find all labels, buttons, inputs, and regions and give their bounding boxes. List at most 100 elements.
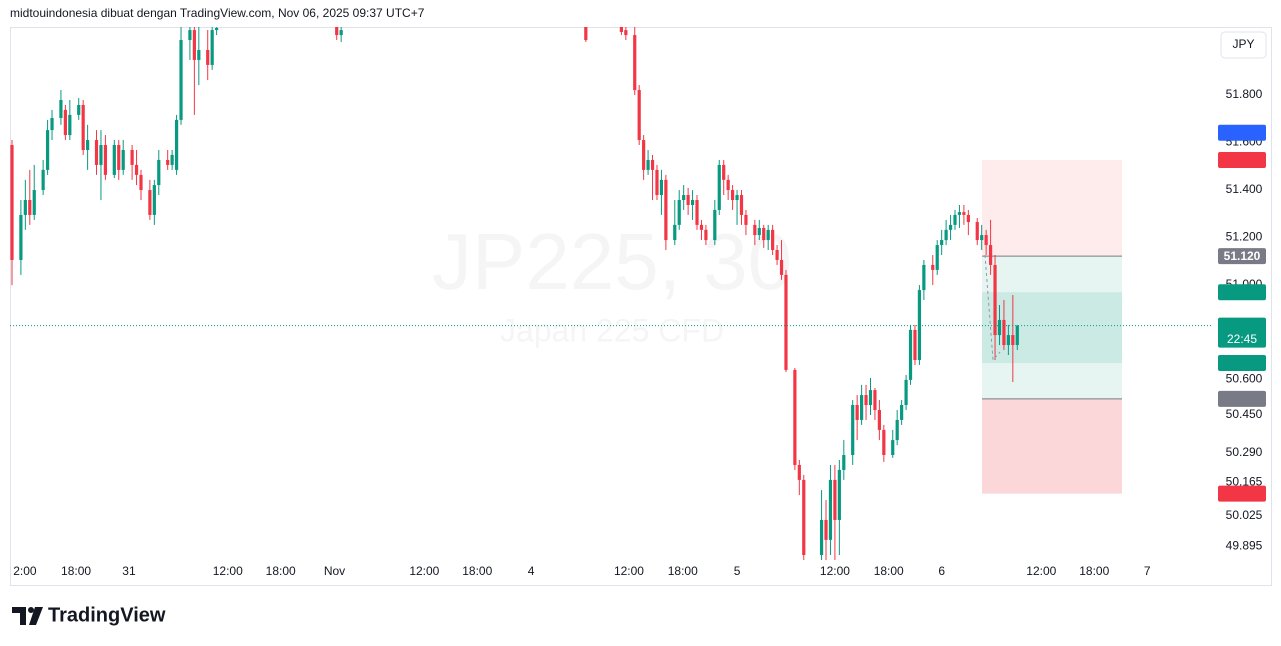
candle-body	[690, 200, 695, 205]
y-tick-label: 51.800	[1226, 87, 1263, 101]
candle-body	[68, 114, 72, 136]
candle-body	[819, 519, 824, 556]
candle-body	[619, 27, 623, 32]
candle-body	[179, 40, 183, 120]
candle-body	[695, 200, 699, 225]
candle-body	[935, 245, 939, 270]
candle-body	[793, 369, 797, 465]
price-label-box	[1218, 151, 1266, 168]
candle-body	[948, 224, 953, 230]
zone	[982, 398, 1122, 494]
candle-body	[139, 174, 143, 191]
candle-body	[192, 30, 196, 60]
candle-body	[112, 145, 116, 175]
candle-body	[975, 222, 979, 241]
candle-body	[77, 104, 81, 115]
candle-body	[45, 130, 50, 170]
candle-body	[900, 405, 904, 420]
candle-body	[659, 179, 664, 196]
logo-mark	[12, 607, 26, 625]
logo-dot	[28, 607, 34, 613]
candle-body	[19, 214, 23, 260]
candle-body	[206, 49, 210, 65]
candle-body	[686, 195, 690, 205]
candle-body	[904, 379, 908, 406]
candle-body	[50, 118, 54, 131]
x-tick-label: 18:00	[462, 564, 492, 578]
x-tick-label: 5	[734, 564, 741, 578]
candle-body	[188, 30, 192, 41]
candle-body	[1015, 325, 1019, 346]
x-tick-label: 18:00	[668, 564, 698, 578]
y-tick-label: 51.400	[1226, 182, 1263, 196]
candle-body	[868, 390, 873, 406]
currency-button[interactable]	[1220, 31, 1267, 59]
candle-body	[655, 169, 659, 196]
candle-body	[148, 190, 152, 215]
price-label-box	[1218, 124, 1266, 141]
candle-body	[673, 224, 677, 241]
candle-body	[166, 159, 170, 165]
price-label-box	[1218, 317, 1266, 348]
currency-label[interactable]: JPY	[1232, 37, 1254, 51]
position-tool	[982, 159, 1122, 494]
candle-body	[117, 145, 121, 170]
x-tick-label: 6	[938, 564, 945, 578]
candle-body	[28, 200, 32, 215]
candle-body	[944, 229, 948, 241]
candle-body	[984, 235, 988, 246]
candle-body	[779, 259, 784, 275]
candle-body	[842, 455, 846, 470]
x-tick-label: 18:00	[61, 564, 91, 578]
candle-body	[913, 329, 917, 360]
candle-body	[650, 159, 655, 170]
candle-body	[824, 519, 828, 540]
y-tick-label: 49.895	[1226, 539, 1263, 553]
candle-body	[10, 145, 14, 260]
candle-body	[953, 214, 957, 225]
candle-body	[931, 264, 935, 270]
candle-body	[624, 30, 628, 36]
price-label-box	[1218, 248, 1266, 265]
x-tick-label: 2:00	[13, 564, 37, 578]
candle-body	[797, 464, 801, 480]
candle-body	[99, 145, 103, 165]
price-label-box	[1218, 390, 1266, 407]
candle-body	[121, 150, 125, 170]
candle-body	[753, 224, 757, 236]
candle-body	[637, 90, 641, 141]
candle-body	[775, 250, 779, 260]
candle-body	[152, 185, 156, 215]
candle-body	[917, 290, 922, 360]
candle-body	[699, 224, 704, 230]
candle-body	[94, 140, 99, 165]
candle-body	[731, 190, 735, 201]
price-label-box	[1218, 485, 1266, 502]
candle-body	[722, 164, 726, 180]
candle-body	[980, 235, 984, 241]
candle-body	[1006, 335, 1010, 346]
candle-body	[210, 30, 214, 65]
candle-body	[766, 229, 770, 241]
candle-body	[63, 109, 67, 136]
candle-body	[784, 274, 788, 370]
candle-body	[86, 140, 90, 150]
candle-body	[891, 440, 895, 456]
x-tick-label: 12:00	[820, 564, 850, 578]
logo: TradingView	[12, 604, 166, 626]
header: midtouindonesia dibuat dengan TradingVie…	[10, 6, 425, 20]
candles	[10, 27, 1019, 560]
candle-body	[704, 229, 708, 241]
x-tick-label: 4	[528, 564, 535, 578]
candle-body	[873, 390, 877, 410]
y-tick-label: 50.450	[1226, 407, 1263, 421]
y-tick-label: 50.290	[1226, 445, 1263, 459]
candle-body	[682, 195, 686, 201]
y-tick-label: 50.165	[1226, 475, 1263, 489]
candle-body	[744, 214, 748, 225]
x-tick-label: 18:00	[874, 564, 904, 578]
candle-body	[757, 227, 761, 236]
candle-body	[962, 212, 966, 215]
watermark-title: JP225, 30	[432, 217, 792, 306]
x-tick-label: 18:00	[1079, 564, 1109, 578]
